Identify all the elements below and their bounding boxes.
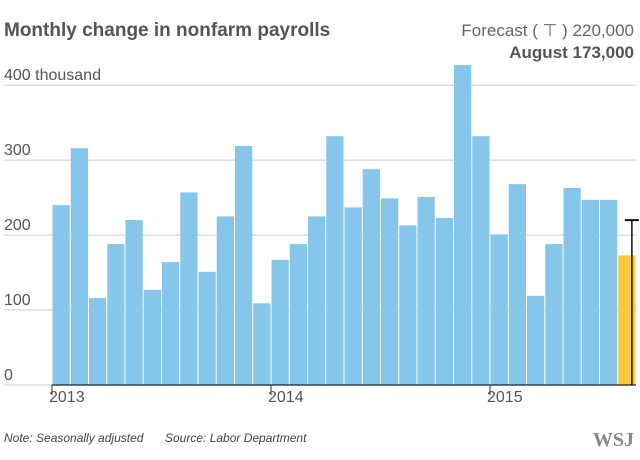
- source: Source: Labor Department: [165, 431, 307, 445]
- bar: [381, 198, 399, 385]
- bar: [344, 207, 362, 385]
- logo: WSJ: [593, 429, 634, 451]
- x-tick-label: 2013: [49, 389, 85, 406]
- bar: [289, 244, 307, 385]
- bar: [162, 262, 180, 385]
- y-tick-label: 300: [4, 142, 31, 159]
- bar: [362, 169, 380, 385]
- bar: [472, 136, 490, 385]
- bar: [417, 196, 435, 385]
- bar: [107, 244, 125, 385]
- y-tick-label: 100: [4, 292, 31, 309]
- bar: [545, 244, 563, 385]
- bar: [216, 216, 234, 385]
- bar: [253, 303, 271, 385]
- latest-label: August 173,000: [509, 43, 634, 62]
- y-tick-label: 200: [4, 217, 31, 234]
- forecast-value: 220,000: [573, 21, 634, 40]
- bar: [399, 225, 417, 385]
- latest-value: 173,000: [573, 43, 634, 62]
- y-tick-label: 400 thousand: [4, 67, 101, 84]
- bar: [435, 217, 453, 385]
- bar: [143, 289, 161, 385]
- bar: [70, 148, 88, 385]
- bar: [125, 220, 143, 385]
- bar: [180, 192, 198, 385]
- note: Note: Seasonally adjusted: [4, 431, 144, 445]
- x-tick-label: 2015: [487, 389, 523, 406]
- bar: [89, 298, 107, 385]
- bar: [527, 295, 545, 385]
- x-tick-label: 2014: [268, 389, 304, 406]
- bar: [271, 259, 289, 385]
- bar: [618, 255, 636, 385]
- latest-name: August: [509, 43, 568, 62]
- bar: [563, 187, 581, 385]
- forecast-name: Forecast: [461, 21, 527, 40]
- bar: [235, 145, 253, 385]
- bar: [581, 199, 599, 385]
- bar: [508, 184, 526, 385]
- bar: [490, 234, 508, 385]
- bar: [600, 199, 618, 385]
- bar: [326, 136, 344, 385]
- forecast-label: Forecast ( ⊤ ) 220,000: [461, 21, 634, 40]
- bar: [52, 205, 70, 385]
- bar: [454, 64, 472, 386]
- bar: [308, 216, 326, 385]
- forecast-symbol: ( ⊤ ): [528, 21, 573, 40]
- y-tick-label: 0: [4, 367, 13, 384]
- chart-title: Monthly change in nonfarm payrolls: [4, 20, 330, 41]
- bar: [198, 271, 216, 385]
